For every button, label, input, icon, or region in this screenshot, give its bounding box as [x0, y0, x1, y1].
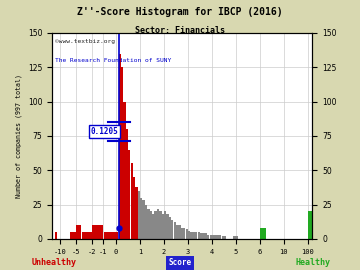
Text: Unhealthy: Unhealthy [32, 258, 76, 267]
Bar [140, 198, 142, 239]
Bar [205, 234, 207, 239]
Bar [126, 129, 128, 239]
Bar [104, 232, 116, 239]
Text: Z''-Score Histogram for IBCP (2016): Z''-Score Histogram for IBCP (2016) [77, 7, 283, 17]
Bar [212, 235, 214, 239]
Bar [133, 177, 135, 239]
Bar [190, 232, 193, 239]
Bar [70, 232, 73, 239]
Bar [186, 229, 188, 239]
Bar [73, 232, 76, 239]
Bar [76, 225, 81, 239]
Bar [131, 163, 133, 239]
Bar [138, 191, 140, 239]
Bar [164, 211, 166, 239]
Bar [171, 220, 174, 239]
Bar [193, 232, 195, 239]
Bar [135, 187, 138, 239]
Bar [87, 232, 92, 239]
Bar [150, 211, 152, 239]
Bar [152, 214, 154, 239]
Bar [236, 236, 238, 239]
Bar [123, 102, 126, 239]
Bar [82, 232, 87, 239]
Bar [179, 225, 181, 239]
Bar [159, 211, 162, 239]
Text: Healthy: Healthy [296, 258, 331, 267]
Bar [154, 211, 157, 239]
Bar [234, 236, 236, 239]
Text: ©www.textbiz.org: ©www.textbiz.org [55, 39, 115, 44]
Text: Score: Score [168, 258, 192, 267]
Bar [198, 232, 200, 239]
Bar [210, 235, 212, 239]
Bar [221, 236, 224, 239]
Bar [145, 205, 147, 239]
Bar [147, 209, 149, 239]
Bar [188, 231, 190, 239]
Bar [116, 232, 118, 239]
Bar [183, 228, 185, 239]
Bar [162, 214, 164, 239]
Bar [128, 150, 130, 239]
Bar [93, 225, 103, 239]
Bar [202, 234, 204, 239]
Bar [169, 217, 171, 239]
Bar [121, 67, 123, 239]
Bar [308, 211, 312, 239]
Bar [166, 214, 169, 239]
Bar [143, 201, 145, 239]
Text: 0.1205: 0.1205 [90, 127, 118, 136]
Text: Sector: Financials: Sector: Financials [135, 26, 225, 35]
Bar [174, 222, 176, 239]
Bar [214, 235, 217, 239]
Bar [118, 53, 121, 239]
Bar [181, 228, 183, 239]
Bar [260, 228, 266, 239]
Bar [219, 235, 221, 239]
Text: The Research Foundation of SUNY: The Research Foundation of SUNY [55, 58, 171, 63]
Bar [200, 234, 202, 239]
Bar [157, 209, 159, 239]
Bar [224, 236, 226, 239]
Bar [207, 235, 210, 239]
Bar [55, 232, 58, 239]
Bar [176, 225, 178, 239]
Bar [195, 232, 197, 239]
Bar [217, 235, 219, 239]
Y-axis label: Number of companies (997 total): Number of companies (997 total) [16, 74, 22, 198]
